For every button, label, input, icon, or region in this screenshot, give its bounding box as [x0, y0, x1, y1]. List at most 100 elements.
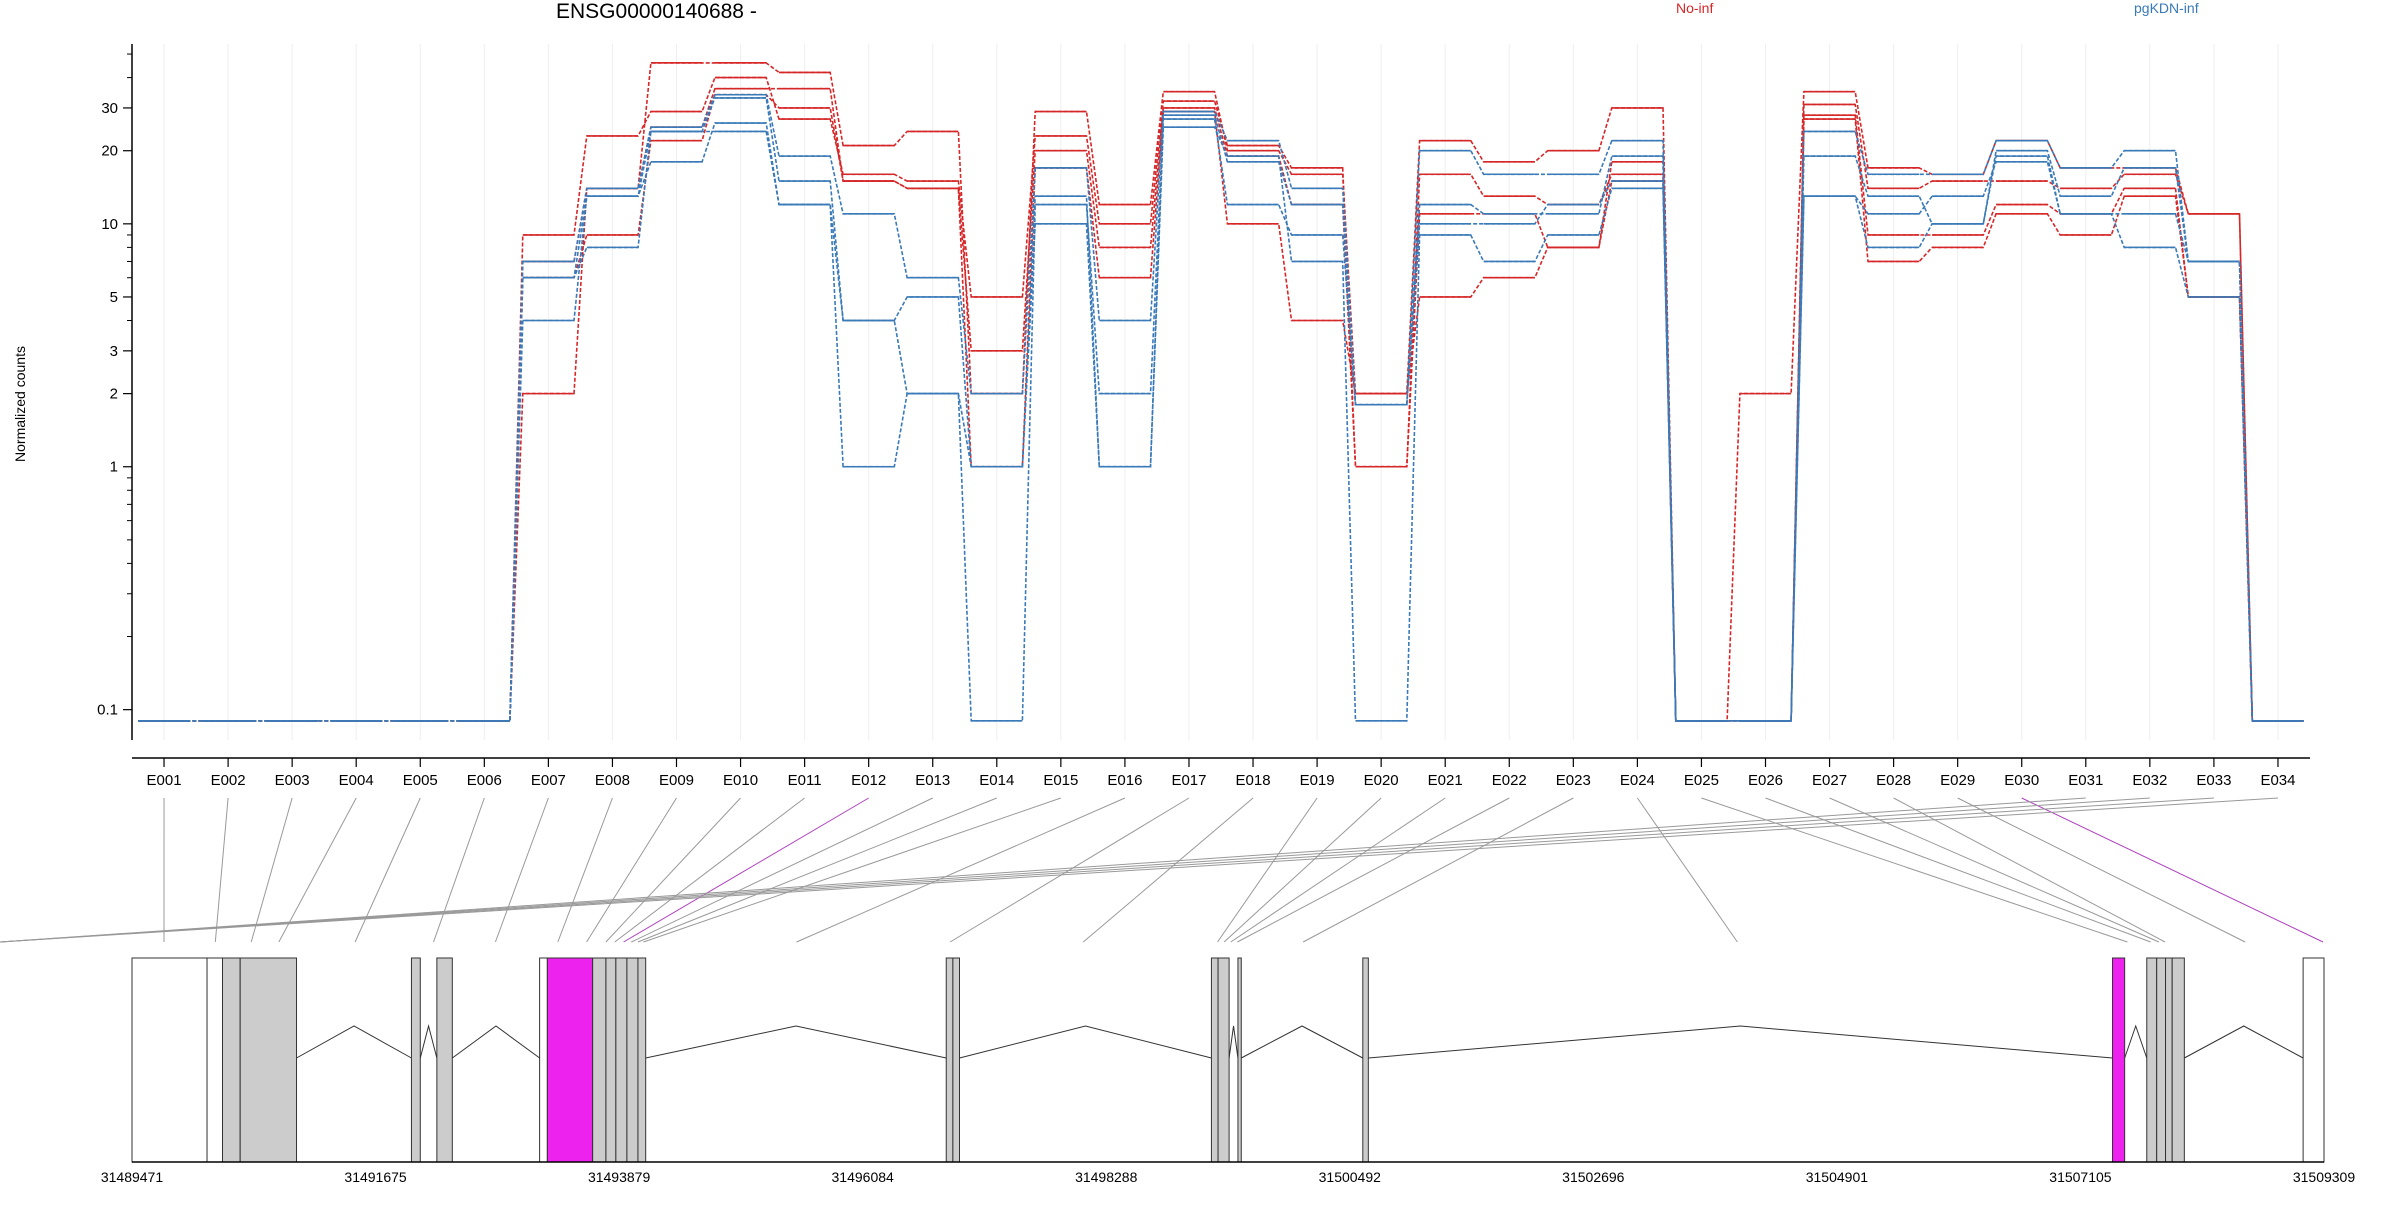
connector-line: [1701, 798, 2127, 942]
x-tick-label: E021: [1428, 772, 1463, 789]
y-tick-label: 0.1: [97, 702, 118, 719]
exon-bin: [1363, 958, 1369, 1162]
connector-line: [2022, 798, 2323, 942]
intron-line: [1368, 1026, 2112, 1058]
x-tick-label: E010: [723, 772, 758, 789]
connector-line: [587, 798, 677, 942]
connector-line: [215, 798, 228, 942]
x-tick-label: E030: [2004, 772, 2039, 789]
exon-bin: [946, 958, 953, 1162]
legend-no-inf: No-inf: [1676, 0, 1713, 16]
genomic-tick-label: 31496084: [832, 1169, 895, 1185]
x-tick-label: E022: [1492, 772, 1527, 789]
genomic-tick-label: 31504901: [1806, 1169, 1869, 1185]
exon-bin: [547, 958, 592, 1162]
exon-bin: [1218, 958, 1229, 1162]
exon-bin: [1238, 958, 1241, 1162]
exon-bin: [616, 958, 627, 1162]
exon-bin: [606, 958, 616, 1162]
exon-bin: [2113, 958, 2125, 1162]
x-tick-label: E027: [1812, 772, 1847, 789]
y-axis-label: Normalized counts: [12, 344, 28, 464]
x-tick-label: E026: [1748, 772, 1783, 789]
intron-line: [646, 1026, 947, 1058]
intron-line: [420, 1026, 437, 1058]
series-line: [138, 95, 2303, 721]
exon-bin: [411, 958, 420, 1162]
series-line: [138, 119, 2303, 721]
intron-line: [452, 1026, 539, 1058]
connector-line: [434, 798, 485, 942]
exon-bin: [627, 958, 638, 1162]
x-tick-label: E028: [1876, 772, 1911, 789]
x-tick-label: E001: [147, 772, 182, 789]
series-line: [138, 95, 2303, 721]
x-tick-label: E013: [915, 772, 950, 789]
genomic-tick-label: 31507105: [2049, 1169, 2112, 1185]
connector-line: [0, 798, 2278, 942]
genomic-tick-label: 31498288: [1075, 1169, 1138, 1185]
x-tick-label: E012: [851, 772, 886, 789]
y-tick-label: 1: [110, 459, 118, 476]
genomic-tick-label: 31502696: [1562, 1169, 1625, 1185]
x-tick-label: E003: [275, 772, 310, 789]
exon-bin: [2303, 958, 2324, 1162]
genomic-tick-label: 31509309: [2293, 1169, 2356, 1185]
genomic-tick-label: 31491675: [344, 1169, 407, 1185]
x-tick-label: E025: [1684, 772, 1719, 789]
connector-line: [355, 798, 420, 942]
exon-bin: [132, 958, 207, 1162]
connector-line: [615, 798, 805, 942]
exon-bin: [207, 958, 222, 1162]
exon-bin: [1211, 958, 1218, 1162]
connector-line: [631, 798, 932, 942]
exon-bin: [593, 958, 606, 1162]
exon-bin: [2147, 958, 2157, 1162]
x-tick-label: E019: [1300, 772, 1335, 789]
x-tick-label: E002: [211, 772, 246, 789]
x-tick-label: E006: [467, 772, 502, 789]
exon-bin: [638, 958, 646, 1162]
genomic-tick-label: 31493879: [588, 1169, 651, 1185]
connector-line: [1637, 798, 1737, 942]
x-tick-label: E005: [403, 772, 438, 789]
x-tick-label: E008: [595, 772, 630, 789]
connector-line: [1237, 798, 1509, 942]
connector-line: [495, 798, 548, 942]
intron-line: [297, 1026, 412, 1058]
x-tick-label: E016: [1107, 772, 1142, 789]
exon-bin: [953, 958, 960, 1162]
connector-line: [638, 798, 997, 942]
connector-line: [0, 798, 2214, 942]
exon-bin: [2172, 958, 2184, 1162]
x-tick-label: E031: [2068, 772, 2103, 789]
y-tick-label: 30: [101, 100, 118, 117]
exon-bin: [2166, 958, 2173, 1162]
x-tick-label: E004: [339, 772, 374, 789]
y-tick-label: 20: [101, 143, 118, 160]
connector-line: [606, 798, 741, 942]
x-tick-label: E033: [2196, 772, 2231, 789]
x-tick-label: E024: [1620, 772, 1655, 789]
connector-line: [624, 798, 869, 942]
x-tick-label: E020: [1364, 772, 1399, 789]
connector-line: [558, 798, 613, 942]
legend-pgkdn-inf: pgKDN-inf: [2134, 0, 2199, 16]
x-tick-label: E009: [659, 772, 694, 789]
x-tick-label: E023: [1556, 772, 1591, 789]
y-tick-label: 5: [110, 289, 118, 306]
intron-line: [2125, 1026, 2147, 1058]
intron-line: [959, 1026, 1211, 1058]
x-tick-label: E018: [1236, 772, 1271, 789]
x-tick-label: E029: [1940, 772, 1975, 789]
intron-line: [2184, 1026, 2303, 1058]
connector-line: [643, 798, 1060, 942]
connector-line: [251, 798, 292, 942]
connector-line: [0, 798, 2086, 942]
series-line: [138, 89, 2303, 721]
chart-title: ENSG00000140688 -: [556, 0, 757, 24]
series-line: [138, 127, 2303, 721]
exon-bin: [540, 958, 548, 1162]
series-line: [138, 98, 2303, 721]
